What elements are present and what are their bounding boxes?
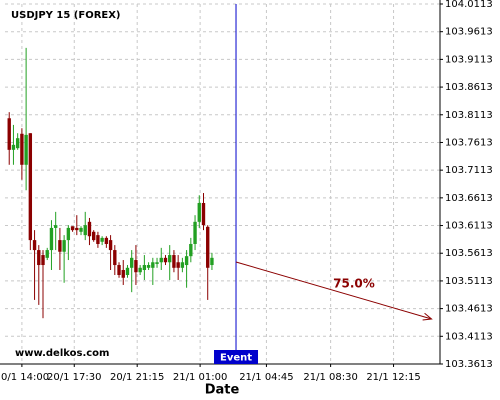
candle-body (108, 240, 113, 251)
candle-body (206, 226, 210, 268)
y-tick-label: 104.0113 (445, 0, 493, 10)
event-label: Event (220, 353, 252, 364)
candle-body (28, 133, 33, 241)
y-tick-label: 103.9613 (445, 27, 493, 38)
candle-body (20, 133, 24, 165)
candle-body (83, 225, 87, 236)
forecast-arrow (235, 261, 432, 320)
candle-body (92, 231, 96, 241)
candle-body (96, 235, 100, 244)
candle-body (100, 237, 104, 242)
y-tick-label: 103.6113 (445, 221, 493, 232)
candle-body (87, 221, 92, 237)
y-tick-label: 103.4113 (445, 331, 493, 342)
x-tick-label: 20/1 17:30 (47, 372, 101, 383)
y-tick-label: 103.8113 (445, 110, 493, 121)
candle-body (197, 202, 201, 222)
candle-body (37, 250, 41, 266)
candle-body (125, 267, 130, 275)
candle-body (7, 118, 11, 150)
candle-body (168, 255, 172, 263)
candle-body (24, 134, 28, 165)
y-tick-label: 103.7613 (445, 137, 493, 148)
candle-body (189, 243, 193, 257)
candle-body (146, 265, 151, 268)
x-tick-label: 21/1 08:30 (303, 372, 357, 383)
y-tick-label: 103.4613 (445, 304, 493, 315)
candle-body (155, 262, 159, 264)
candle-body (172, 255, 176, 268)
candle-body (79, 227, 83, 232)
y-tick-label: 103.5113 (445, 276, 493, 287)
candle-body (138, 267, 142, 273)
x-tick-label: 20/1 14:00 (0, 372, 49, 383)
candle-body (117, 265, 121, 275)
chart-title: USDJPY 15 (FOREX) (11, 10, 121, 21)
candle-body (113, 250, 117, 266)
y-tick-label: 103.5613 (445, 248, 493, 259)
candle-body (49, 227, 54, 251)
x-tick-label: 21/1 01:00 (173, 372, 227, 383)
x-tick-label: 21/1 04:45 (239, 372, 293, 383)
x-axis-label: Date (205, 383, 240, 398)
candle-body (163, 257, 168, 263)
candle-body (41, 255, 45, 266)
candle-body (201, 202, 206, 226)
y-tick-label: 103.8613 (445, 82, 493, 93)
candle-body (53, 225, 58, 228)
y-tick-label: 103.7113 (445, 165, 493, 176)
y-tick-label: 103.9113 (445, 54, 493, 65)
candle-body (32, 240, 37, 251)
candle-body (151, 262, 155, 268)
y-tick-label: 103.3613 (445, 359, 493, 370)
watermark: www.delkos.com (15, 348, 109, 359)
candle-body (121, 270, 125, 278)
candle-body (62, 240, 66, 252)
candle-body (210, 257, 214, 266)
x-tick-label: 21/1 12:15 (366, 372, 420, 383)
candle-body (176, 262, 180, 268)
candle-body (66, 227, 71, 241)
candle-body (11, 144, 16, 150)
candle-body (45, 250, 49, 258)
candle-body (15, 138, 20, 149)
x-tick-label: 20/1 21:15 (110, 372, 164, 383)
candle-body (58, 240, 62, 252)
candle-body (193, 221, 197, 244)
candle-body (159, 257, 163, 263)
candle-body (130, 257, 134, 268)
candle-body (184, 256, 189, 266)
event-label-box (214, 350, 259, 364)
candle-body (104, 237, 109, 244)
candle-body (75, 227, 79, 231)
candle-body (180, 262, 185, 268)
candle-body (142, 265, 147, 271)
candle-body (134, 260, 138, 273)
arrow-head (422, 312, 433, 321)
candle-body (70, 226, 75, 231)
y-tick-label: 103.6613 (445, 193, 493, 204)
forecast-label: 75.0% (333, 277, 375, 291)
